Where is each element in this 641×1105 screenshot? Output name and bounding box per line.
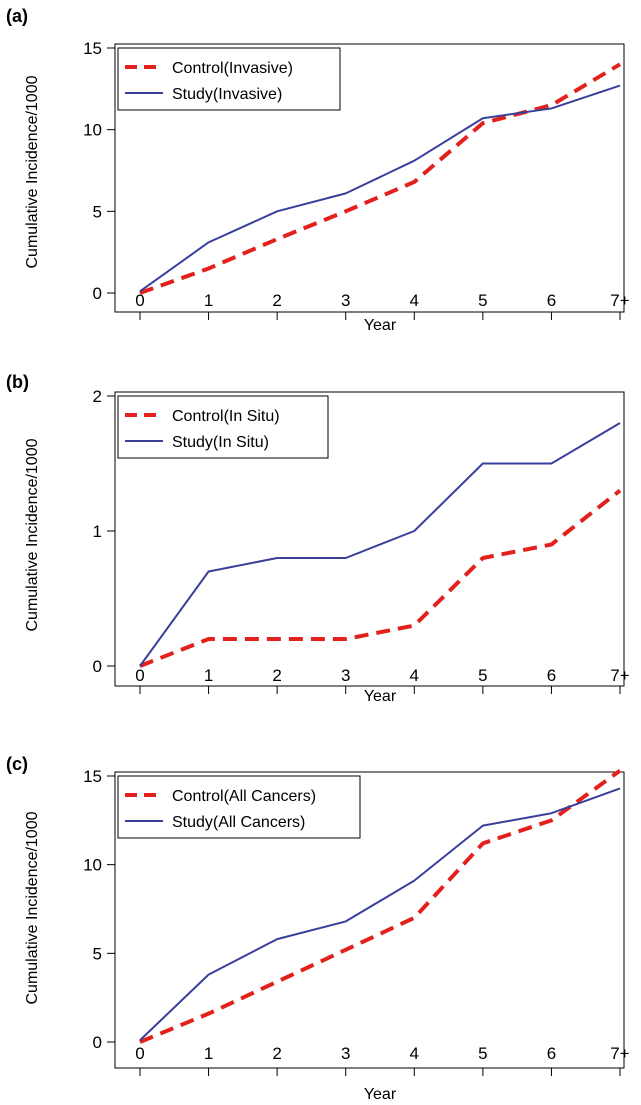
x-axis-label: Year [364,688,397,705]
x-tick-label: 3 [341,1044,350,1063]
series-line [139,769,622,1044]
panel-label: (a) [6,6,28,26]
y-axis-label: Cumulative Incidence/1000 [24,75,41,268]
x-tick-label: 1 [204,666,213,685]
legend-entry: Control(Invasive) [172,60,293,77]
series-line [139,84,621,293]
series-line [139,787,621,1041]
legend-box [117,395,329,459]
x-tick-label: 5 [478,291,487,310]
x-tick-label: 0 [135,666,144,685]
x-tick-label: 0 [135,1044,144,1063]
x-axis-label: Year [364,317,397,334]
y-tick-label: 2 [93,387,102,406]
x-tick-label: 4 [410,666,419,685]
y-tick-label: 15 [83,767,102,786]
x-tick-label: 6 [547,666,556,685]
panel-label: (b) [6,372,29,392]
series-line [139,488,622,668]
x-tick-label: 6 [547,291,556,310]
x-tick-label: 4 [410,291,419,310]
plot-frame [114,391,625,687]
y-axis-label: Cumulative Incidence/1000 [24,811,41,1004]
x-tick-label: 1 [204,291,213,310]
x-tick-label: 2 [272,1044,281,1063]
y-tick-label: 15 [83,39,102,58]
x-tick-label: 2 [272,291,281,310]
panel-label: (c) [6,754,28,774]
y-tick-label: 0 [93,1033,102,1052]
x-tick-label: 7+ [610,1044,629,1063]
y-tick-label: 5 [93,944,102,963]
x-tick-label: 3 [341,666,350,685]
series-line [139,422,621,667]
x-tick-label: 3 [341,291,350,310]
x-tick-label: 6 [547,1044,556,1063]
x-tick-label: 7+ [610,291,629,310]
y-tick-label: 0 [93,284,102,303]
x-tick-label: 2 [272,666,281,685]
x-tick-label: 4 [410,1044,419,1063]
y-axis-label: Cumulative Incidence/1000 [24,438,41,631]
y-tick-label: 1 [93,522,102,541]
legend-entry: Control(In Situ) [172,408,280,425]
x-tick-label: 0 [135,291,144,310]
y-tick-label: 10 [83,121,102,140]
legend-entry: Control(All Cancers) [172,788,316,805]
y-tick-label: 0 [93,657,102,676]
series-line [139,62,622,295]
x-axis-label: Year [364,1086,397,1103]
legend-entry: Study(In Situ) [172,434,269,451]
legend-box [117,775,361,839]
x-tick-label: 5 [478,1044,487,1063]
x-tick-label: 5 [478,666,487,685]
y-tick-label: 5 [93,202,102,221]
legend-entry: Study(Invasive) [172,86,282,103]
plot-frame [114,771,625,1069]
x-tick-label: 7+ [610,666,629,685]
legend-box [117,47,341,111]
y-tick-label: 10 [83,856,102,875]
x-tick-label: 1 [204,1044,213,1063]
legend-entry: Study(All Cancers) [172,814,305,831]
plot-frame [114,43,625,313]
